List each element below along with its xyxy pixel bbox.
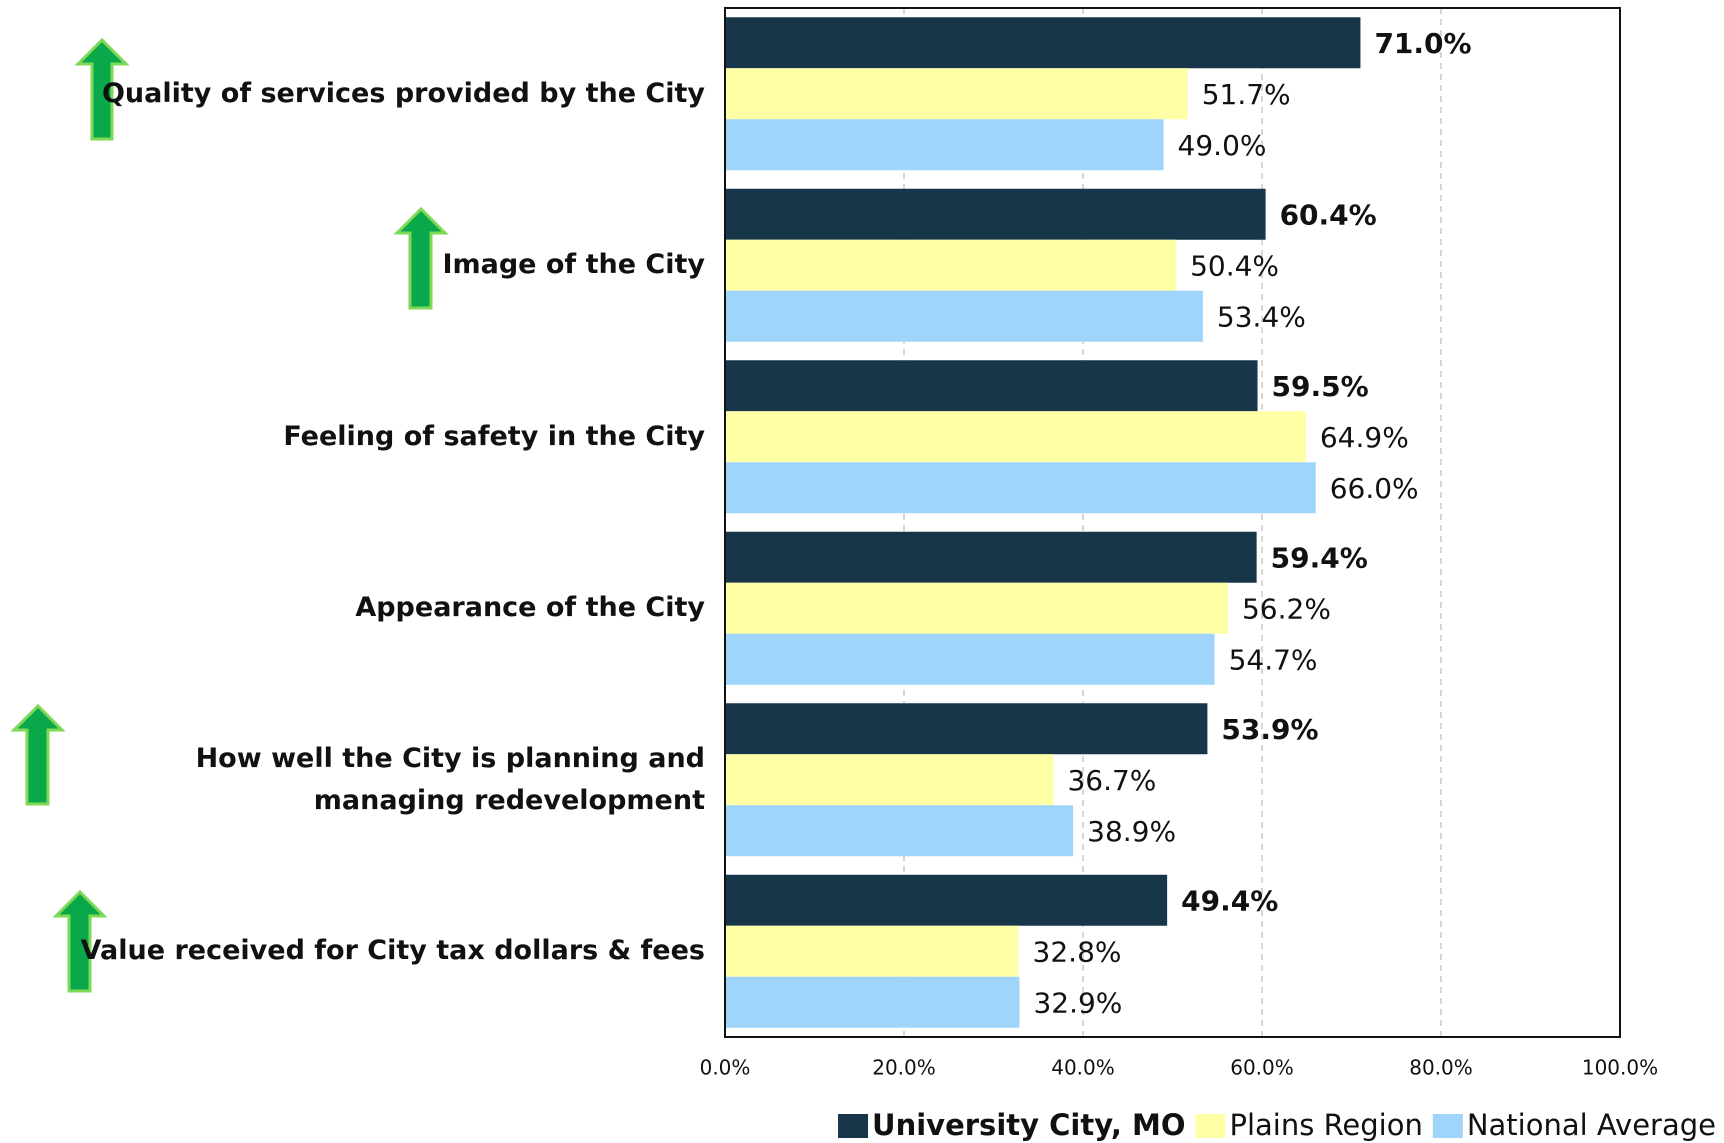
category-label: Feeling of safety in the City [283, 420, 705, 452]
bar [725, 360, 1258, 412]
category-label: Value received for City tax dollars & fe… [80, 935, 705, 967]
legend-swatch [838, 1114, 869, 1138]
bar [725, 925, 1019, 977]
legend-label: Plains Region [1229, 1108, 1422, 1142]
bar [725, 531, 1257, 583]
bar [725, 703, 1208, 755]
category-label: Image of the City [442, 249, 705, 281]
x-tick-label: 80.0% [1409, 1056, 1473, 1080]
plot-frame [724, 7, 1621, 1038]
bar [725, 976, 1020, 1028]
up-arrow [52, 889, 108, 993]
value-label: 54.7% [1229, 643, 1318, 676]
category-label: How well the City is planning and managi… [195, 742, 705, 816]
bar [725, 462, 1316, 514]
bar [725, 582, 1228, 634]
up-arrow [74, 37, 130, 141]
up-arrow [10, 703, 66, 806]
value-label: 36.7% [1067, 764, 1156, 797]
x-tick-label: 100.0% [1582, 1056, 1658, 1080]
x-tick-label: 40.0% [1051, 1056, 1115, 1080]
value-label: 32.8% [1033, 935, 1122, 968]
legend-label: University City, MO [872, 1108, 1185, 1142]
value-label: 49.0% [1178, 129, 1267, 162]
bar [725, 633, 1215, 685]
value-label: 50.4% [1190, 249, 1279, 282]
up-arrow [393, 206, 449, 310]
value-label: 32.9% [1033, 986, 1122, 1019]
value-label: 60.4% [1280, 198, 1377, 231]
x-tick-label: 0.0% [700, 1056, 751, 1080]
bar [725, 17, 1361, 69]
legend-label: National Average [1467, 1108, 1716, 1142]
bar [725, 805, 1074, 857]
value-label: 59.4% [1271, 541, 1368, 574]
x-tick-label: 60.0% [1230, 1056, 1294, 1080]
value-label: 59.5% [1272, 370, 1369, 403]
bar [725, 68, 1188, 120]
bar [725, 754, 1054, 806]
value-label: 53.4% [1217, 300, 1306, 333]
legend-swatch [1195, 1114, 1226, 1138]
bar [725, 119, 1164, 171]
category-label: Appearance of the City [355, 592, 705, 624]
value-label: 56.2% [1242, 592, 1331, 625]
value-label: 51.7% [1202, 78, 1291, 111]
value-label: 64.9% [1320, 421, 1409, 454]
bar [725, 239, 1177, 291]
x-tick-label: 20.0% [872, 1056, 936, 1080]
bar [725, 874, 1168, 926]
bar [725, 411, 1306, 463]
category-label: Quality of services provided by the City [101, 77, 705, 109]
legend-swatch [1432, 1114, 1463, 1138]
bar [725, 188, 1266, 240]
value-label: 49.4% [1181, 884, 1278, 917]
bar [725, 290, 1203, 342]
value-label: 71.0% [1374, 27, 1471, 60]
arrows [10, 37, 449, 993]
value-label: 66.0% [1330, 472, 1419, 505]
value-label: 38.9% [1087, 815, 1176, 848]
value-label: 53.9% [1221, 713, 1318, 746]
